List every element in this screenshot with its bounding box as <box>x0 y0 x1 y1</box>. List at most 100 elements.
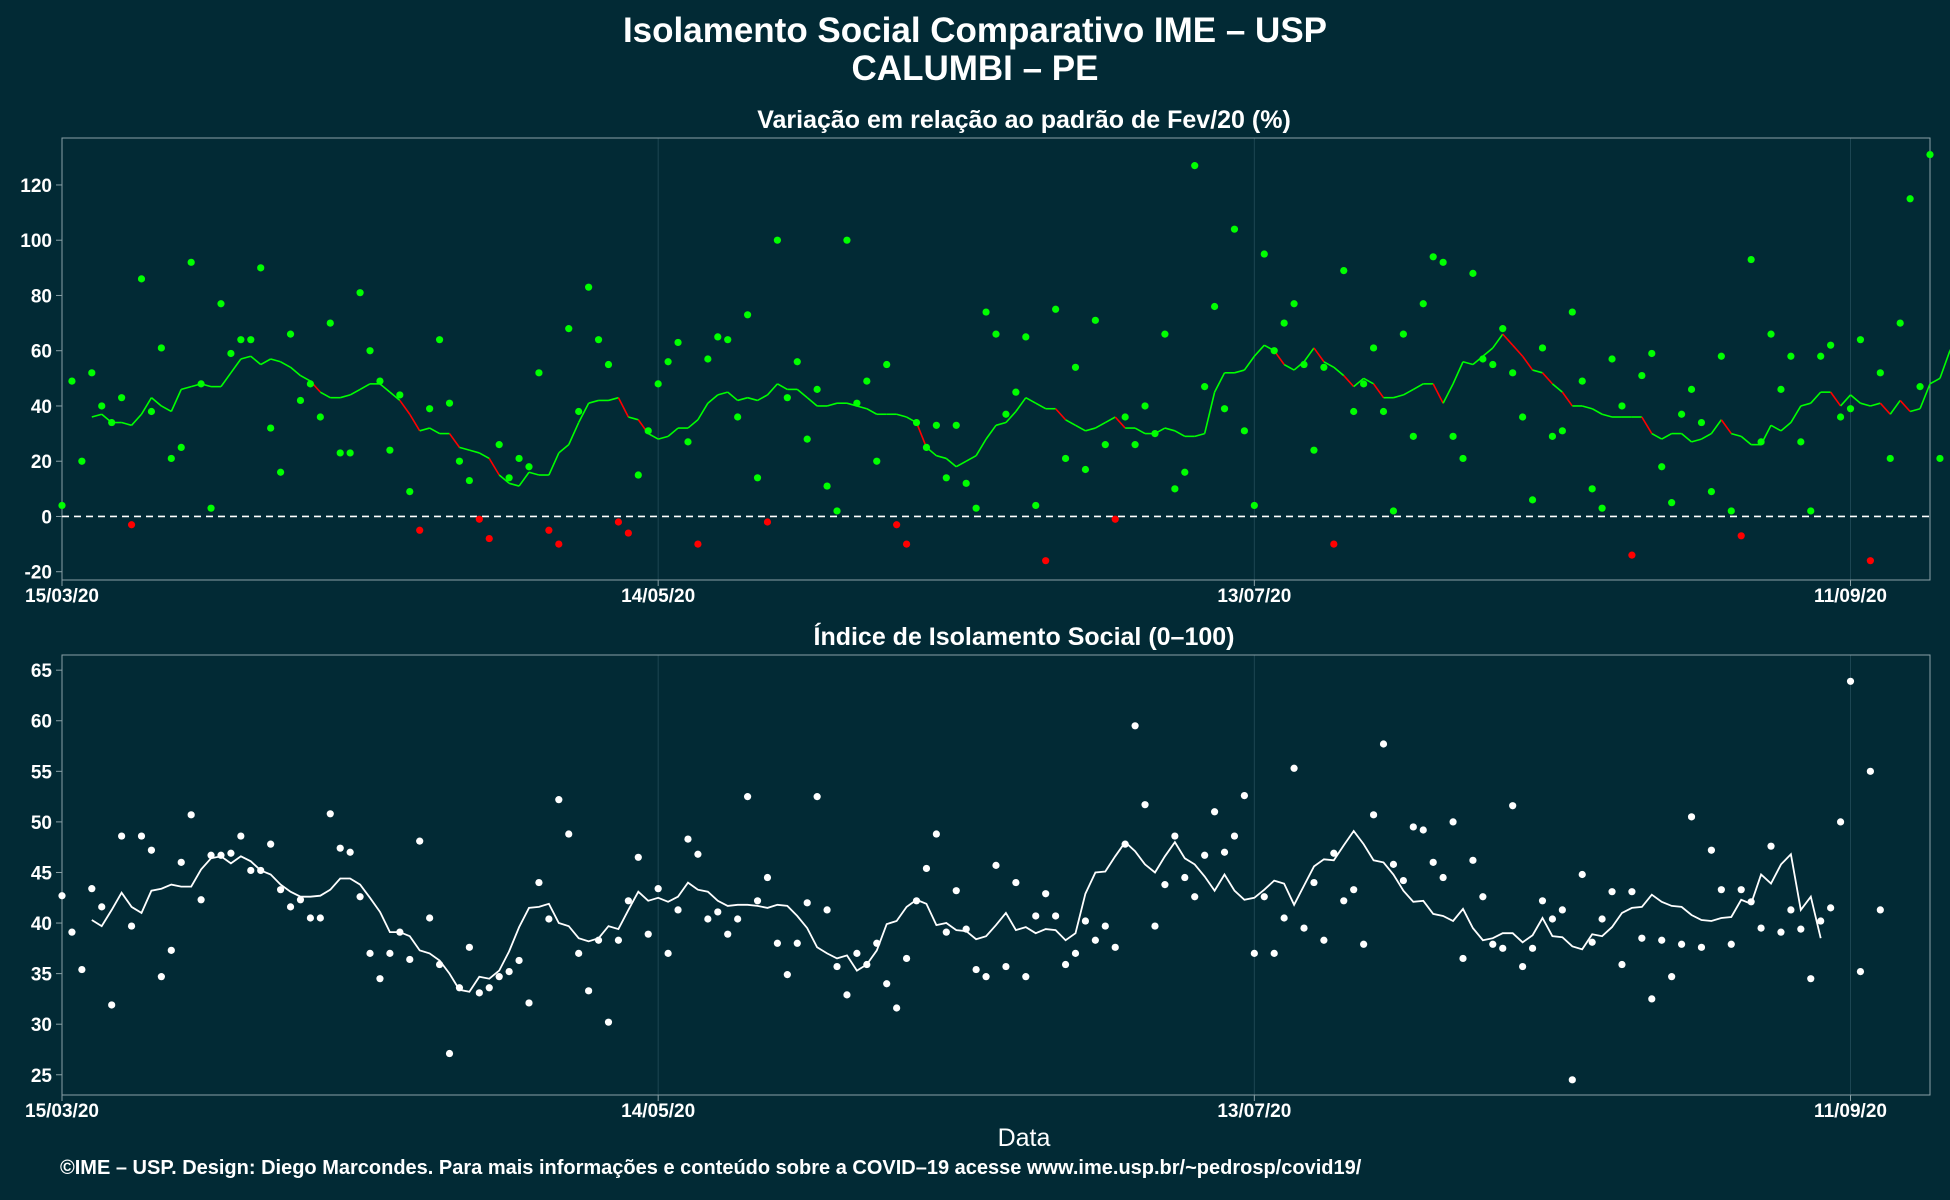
trend-line-segment <box>1502 333 1514 346</box>
data-point <box>1846 677 1855 685</box>
data-point <box>485 534 493 543</box>
data-point <box>1499 944 1507 952</box>
data-point <box>267 840 275 848</box>
data-point <box>912 897 921 905</box>
data-point <box>416 526 424 534</box>
data-point <box>1926 150 1934 159</box>
data-point <box>1687 385 1696 393</box>
data-point <box>1827 341 1835 349</box>
trend-line-segment <box>1829 391 1842 407</box>
data-point <box>1687 813 1696 821</box>
y-tick-label: 100 <box>20 231 52 252</box>
data-point <box>1628 551 1636 559</box>
data-point <box>1548 432 1557 440</box>
data-point <box>276 886 285 894</box>
data-point <box>1777 385 1785 393</box>
data-point <box>127 922 136 930</box>
data-point <box>127 521 136 529</box>
data-point <box>1300 924 1308 932</box>
data-point <box>912 418 921 427</box>
y-tick-label: -20 <box>25 563 52 584</box>
data-point <box>1866 767 1874 775</box>
data-point <box>286 903 295 911</box>
data-point <box>873 457 881 465</box>
trend-line-segment <box>617 397 630 418</box>
trend-line-segment <box>1243 355 1255 371</box>
data-point <box>1578 377 1586 385</box>
trend-line-segment <box>667 427 679 437</box>
data-point <box>1121 840 1129 848</box>
data-point <box>445 399 454 407</box>
data-point <box>1220 405 1229 413</box>
data-point <box>1866 557 1874 565</box>
data-point <box>1528 944 1537 952</box>
data-point <box>1538 344 1547 352</box>
trend-line <box>91 829 1822 993</box>
data-point <box>137 275 146 283</box>
trend-line-segment <box>1899 399 1911 413</box>
data-point <box>58 892 66 900</box>
x-axis-label: Data <box>998 1124 1051 1152</box>
data-point <box>1697 418 1706 427</box>
data-point <box>853 399 861 407</box>
trend-line-segment <box>419 427 430 432</box>
data-point <box>1658 463 1666 471</box>
data-point <box>1439 873 1447 882</box>
trend-line-segment <box>150 397 162 407</box>
trend-line-segment <box>488 458 500 476</box>
trend-line-segment <box>995 421 1007 427</box>
data-point <box>237 336 245 344</box>
trend-line-segment <box>1870 402 1881 407</box>
trend-line-segment <box>319 391 331 399</box>
trend-line-segment <box>1879 402 1891 415</box>
data-point <box>1737 886 1745 894</box>
data-point <box>1588 485 1596 493</box>
data-point <box>1509 369 1517 377</box>
data-point <box>157 973 165 981</box>
data-point <box>1876 906 1884 914</box>
data-point <box>585 987 593 995</box>
trend-line-segment <box>300 374 311 382</box>
data-point <box>783 394 791 402</box>
data-point <box>187 811 195 819</box>
data-point <box>932 830 940 838</box>
x-tick-label: 15/03/20 <box>25 1101 99 1122</box>
data-point <box>1151 922 1159 930</box>
data-point <box>346 449 354 457</box>
data-point <box>376 377 384 385</box>
data-point <box>883 360 891 369</box>
trend-line-segment <box>1462 360 1474 366</box>
data-point <box>505 967 513 976</box>
data-point <box>1717 886 1725 894</box>
data-point <box>1409 432 1417 440</box>
data-point <box>594 936 603 944</box>
trend-line-segment <box>717 391 728 396</box>
data-point <box>118 394 126 402</box>
trend-line-segment <box>1839 394 1852 407</box>
data-point <box>624 897 632 905</box>
trend-line-segment <box>1343 375 1355 388</box>
data-point <box>1429 858 1437 866</box>
data-point <box>108 1001 116 1009</box>
data-point <box>1429 253 1437 261</box>
data-point <box>1340 267 1348 275</box>
trend-line-segment <box>459 446 470 451</box>
data-point <box>346 848 354 856</box>
trend-line-segment <box>548 452 560 476</box>
data-point <box>267 424 275 432</box>
data-point <box>326 319 334 327</box>
data-point <box>783 971 791 979</box>
trend-line-segment <box>1731 432 1742 438</box>
data-point <box>773 939 782 947</box>
trend-line-segment <box>1909 407 1921 413</box>
data-point <box>386 949 394 957</box>
trend-line-segment <box>757 394 768 402</box>
data-point <box>78 965 86 974</box>
trend-line-segment <box>1075 424 1086 432</box>
data-point <box>982 973 990 981</box>
data-point <box>1697 943 1706 951</box>
trend-line-segment <box>1104 416 1116 424</box>
data-point <box>1220 848 1229 856</box>
data-point <box>1022 333 1030 341</box>
data-point <box>1767 330 1775 338</box>
